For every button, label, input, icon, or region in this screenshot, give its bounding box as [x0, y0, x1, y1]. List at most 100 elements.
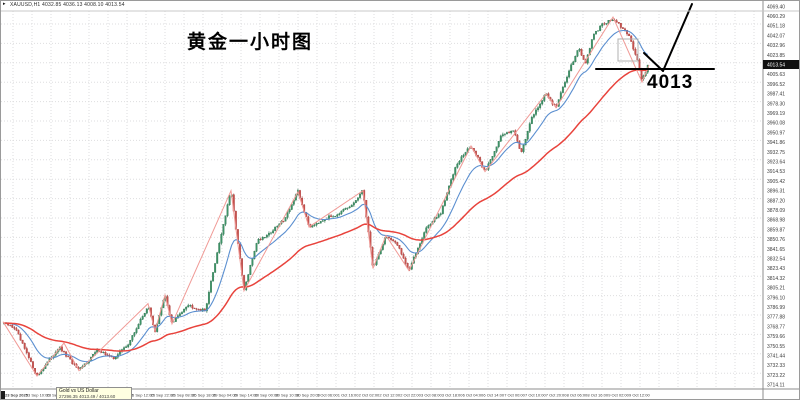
time-axis-label[interactable]: 3 Oct 08:00 — [421, 393, 442, 398]
time-axis-label[interactable]: 30 Sep 00:00 — [255, 393, 280, 398]
time-axis-label[interactable]: 29 Sep 04:00 — [213, 393, 238, 398]
candle-body — [590, 39, 593, 49]
price-axis-label[interactable]: 3850.76 — [767, 237, 785, 243]
candle-body — [288, 209, 291, 213]
time-axis-label[interactable]: 1 Oct 16:00 — [338, 393, 359, 398]
time-axis-label[interactable]: 25 Sep 22:00 — [151, 393, 176, 398]
tooltip-quote-line: 27296.35 4013.49 / 4013.60 — [59, 394, 116, 399]
time-axis-label[interactable]: 6 Oct 14:00 — [483, 393, 504, 398]
ma-slow-line — [4, 69, 648, 352]
price-axis-label[interactable]: 3832.54 — [767, 257, 785, 263]
price-axis-label[interactable]: 4042.07 — [767, 33, 785, 39]
time-axis-label[interactable]: 2 Oct 02:00 — [359, 393, 380, 398]
price-axis-label[interactable]: 4069.40 — [767, 4, 785, 10]
price-axis-label[interactable]: 4032.96 — [767, 43, 785, 49]
selection-box[interactable] — [617, 38, 639, 62]
candle-body — [435, 217, 438, 219]
price-axis-label[interactable]: 3868.98 — [767, 218, 785, 224]
price-axis-label[interactable]: 3969.19 — [767, 111, 785, 117]
price-axis-label[interactable]: 3796.10 — [767, 295, 785, 301]
candle-body — [524, 139, 527, 146]
candle-body — [270, 232, 272, 234]
price-axis-label[interactable]: 3786.99 — [767, 305, 785, 311]
price-axis-label[interactable]: 3932.75 — [767, 150, 785, 156]
candle-body — [9, 324, 12, 326]
price-axis-label[interactable]: 4060.29 — [767, 14, 785, 20]
price-axis-label[interactable]: 3896.31 — [767, 189, 785, 195]
price-axis-label[interactable]: 3714.11 — [767, 383, 785, 389]
candle-body — [528, 123, 531, 132]
candle-body — [452, 174, 455, 180]
price-axis-label[interactable]: 3950.97 — [767, 130, 785, 136]
candle-body — [214, 263, 217, 273]
candle-body — [125, 346, 128, 348]
price-axis-label[interactable]: 3923.64 — [767, 160, 785, 166]
time-axis-label[interactable]: 23 Sep 10:00 — [26, 393, 51, 398]
time-axis-label[interactable]: 30 Sep 20:00 — [296, 393, 321, 398]
time-axis-label[interactable]: 25 Sep 12:00 — [130, 393, 155, 398]
time-axis-label[interactable]: 26 Sep 08:00 — [171, 393, 196, 398]
price-axis-label[interactable]: 3978.30 — [767, 101, 785, 107]
time-axis-label[interactable]: 2 Oct 12:00 — [379, 393, 400, 398]
price-axis-label[interactable]: 3750.55 — [767, 344, 785, 350]
price-axis-label[interactable]: 3723.22 — [767, 373, 785, 379]
price-axis-label[interactable]: 3768.77 — [767, 324, 785, 330]
time-axis-label[interactable]: 3 Oct 18:00 — [442, 393, 463, 398]
price-axis-label[interactable]: 3741.44 — [767, 354, 785, 360]
price-axis-label[interactable]: 3841.65 — [767, 247, 785, 253]
price-axis-label[interactable]: 3823.43 — [767, 266, 785, 272]
price-axis-label[interactable]: 3941.86 — [767, 140, 785, 146]
price-axis-label[interactable]: 3960.08 — [767, 121, 785, 127]
price-axis-label[interactable]: 3878.09 — [767, 208, 785, 214]
time-axis-label[interactable]: 8 Oct 06:00 — [567, 393, 588, 398]
time-axis-label[interactable]: 30 Sep 10:00 — [275, 393, 300, 398]
time-axis-label[interactable]: 7 Oct 10:00 — [525, 393, 546, 398]
time-axis-label[interactable]: 7 Oct 00:00 — [504, 393, 525, 398]
price-axis-label[interactable]: 3905.42 — [767, 179, 785, 185]
candle-body — [603, 23, 606, 25]
price-axis-label[interactable]: 3859.87 — [767, 227, 785, 233]
candle-body — [174, 317, 177, 322]
arrow-tick-line[interactable] — [643, 52, 664, 72]
time-axis-label[interactable]: 1 Oct 06:00 — [317, 393, 338, 398]
candle-body — [11, 324, 14, 328]
arrow-up-line[interactable] — [662, 3, 693, 72]
time-axis-label[interactable]: 9 Oct 02:00 — [608, 393, 629, 398]
candle-body — [539, 103, 542, 108]
time-axis-label[interactable]: 8 Oct 16:00 — [587, 393, 608, 398]
candle-body — [290, 204, 293, 210]
price-axis-label[interactable]: 3914.53 — [767, 169, 785, 175]
price-axis-label[interactable]: 3814.32 — [767, 276, 785, 282]
time-axis-label[interactable]: 26 Sep 18:00 — [192, 393, 217, 398]
candle-body — [392, 239, 395, 242]
price-axis-label[interactable]: 3987.41 — [767, 92, 785, 98]
candle-body — [181, 312, 183, 314]
candle-body — [265, 235, 268, 238]
candle-body — [220, 234, 223, 244]
price-axis-label[interactable]: 4051.18 — [767, 24, 785, 30]
candle-body — [506, 132, 508, 135]
candle-body — [437, 214, 440, 218]
price-axis-label[interactable]: 3732.33 — [767, 363, 785, 369]
support-level-label[interactable]: 4013 — [647, 72, 694, 93]
time-axis-label[interactable]: 2 Oct 22:00 — [400, 393, 421, 398]
candle-body — [348, 206, 351, 209]
time-axis-label[interactable]: 7 Oct 20:00 — [546, 393, 567, 398]
candle-body — [178, 313, 181, 316]
candle-body — [617, 22, 620, 24]
candle-body — [282, 221, 285, 222]
time-axis-label[interactable]: 9 Oct 12:00 — [629, 393, 650, 398]
time-axis-label[interactable]: 6 Oct 04:00 — [463, 393, 484, 398]
price-axis-label[interactable]: 3759.66 — [767, 334, 785, 340]
time-axis-label[interactable]: 29 Sep 14:00 — [234, 393, 259, 398]
candle-body — [522, 144, 525, 152]
candle-body — [597, 30, 600, 32]
price-axis-label[interactable]: 4023.85 — [767, 53, 785, 59]
price-axis-label[interactable]: 3996.52 — [767, 82, 785, 88]
price-axis-label[interactable]: 3887.20 — [767, 198, 785, 204]
price-axis-label[interactable]: 3805.21 — [767, 286, 785, 292]
price-axis-label[interactable]: 4005.63 — [767, 72, 785, 78]
price-axis-label[interactable]: 3777.88 — [767, 315, 785, 321]
time-axis-label[interactable]: 23 Sep 2025 — [5, 393, 29, 398]
